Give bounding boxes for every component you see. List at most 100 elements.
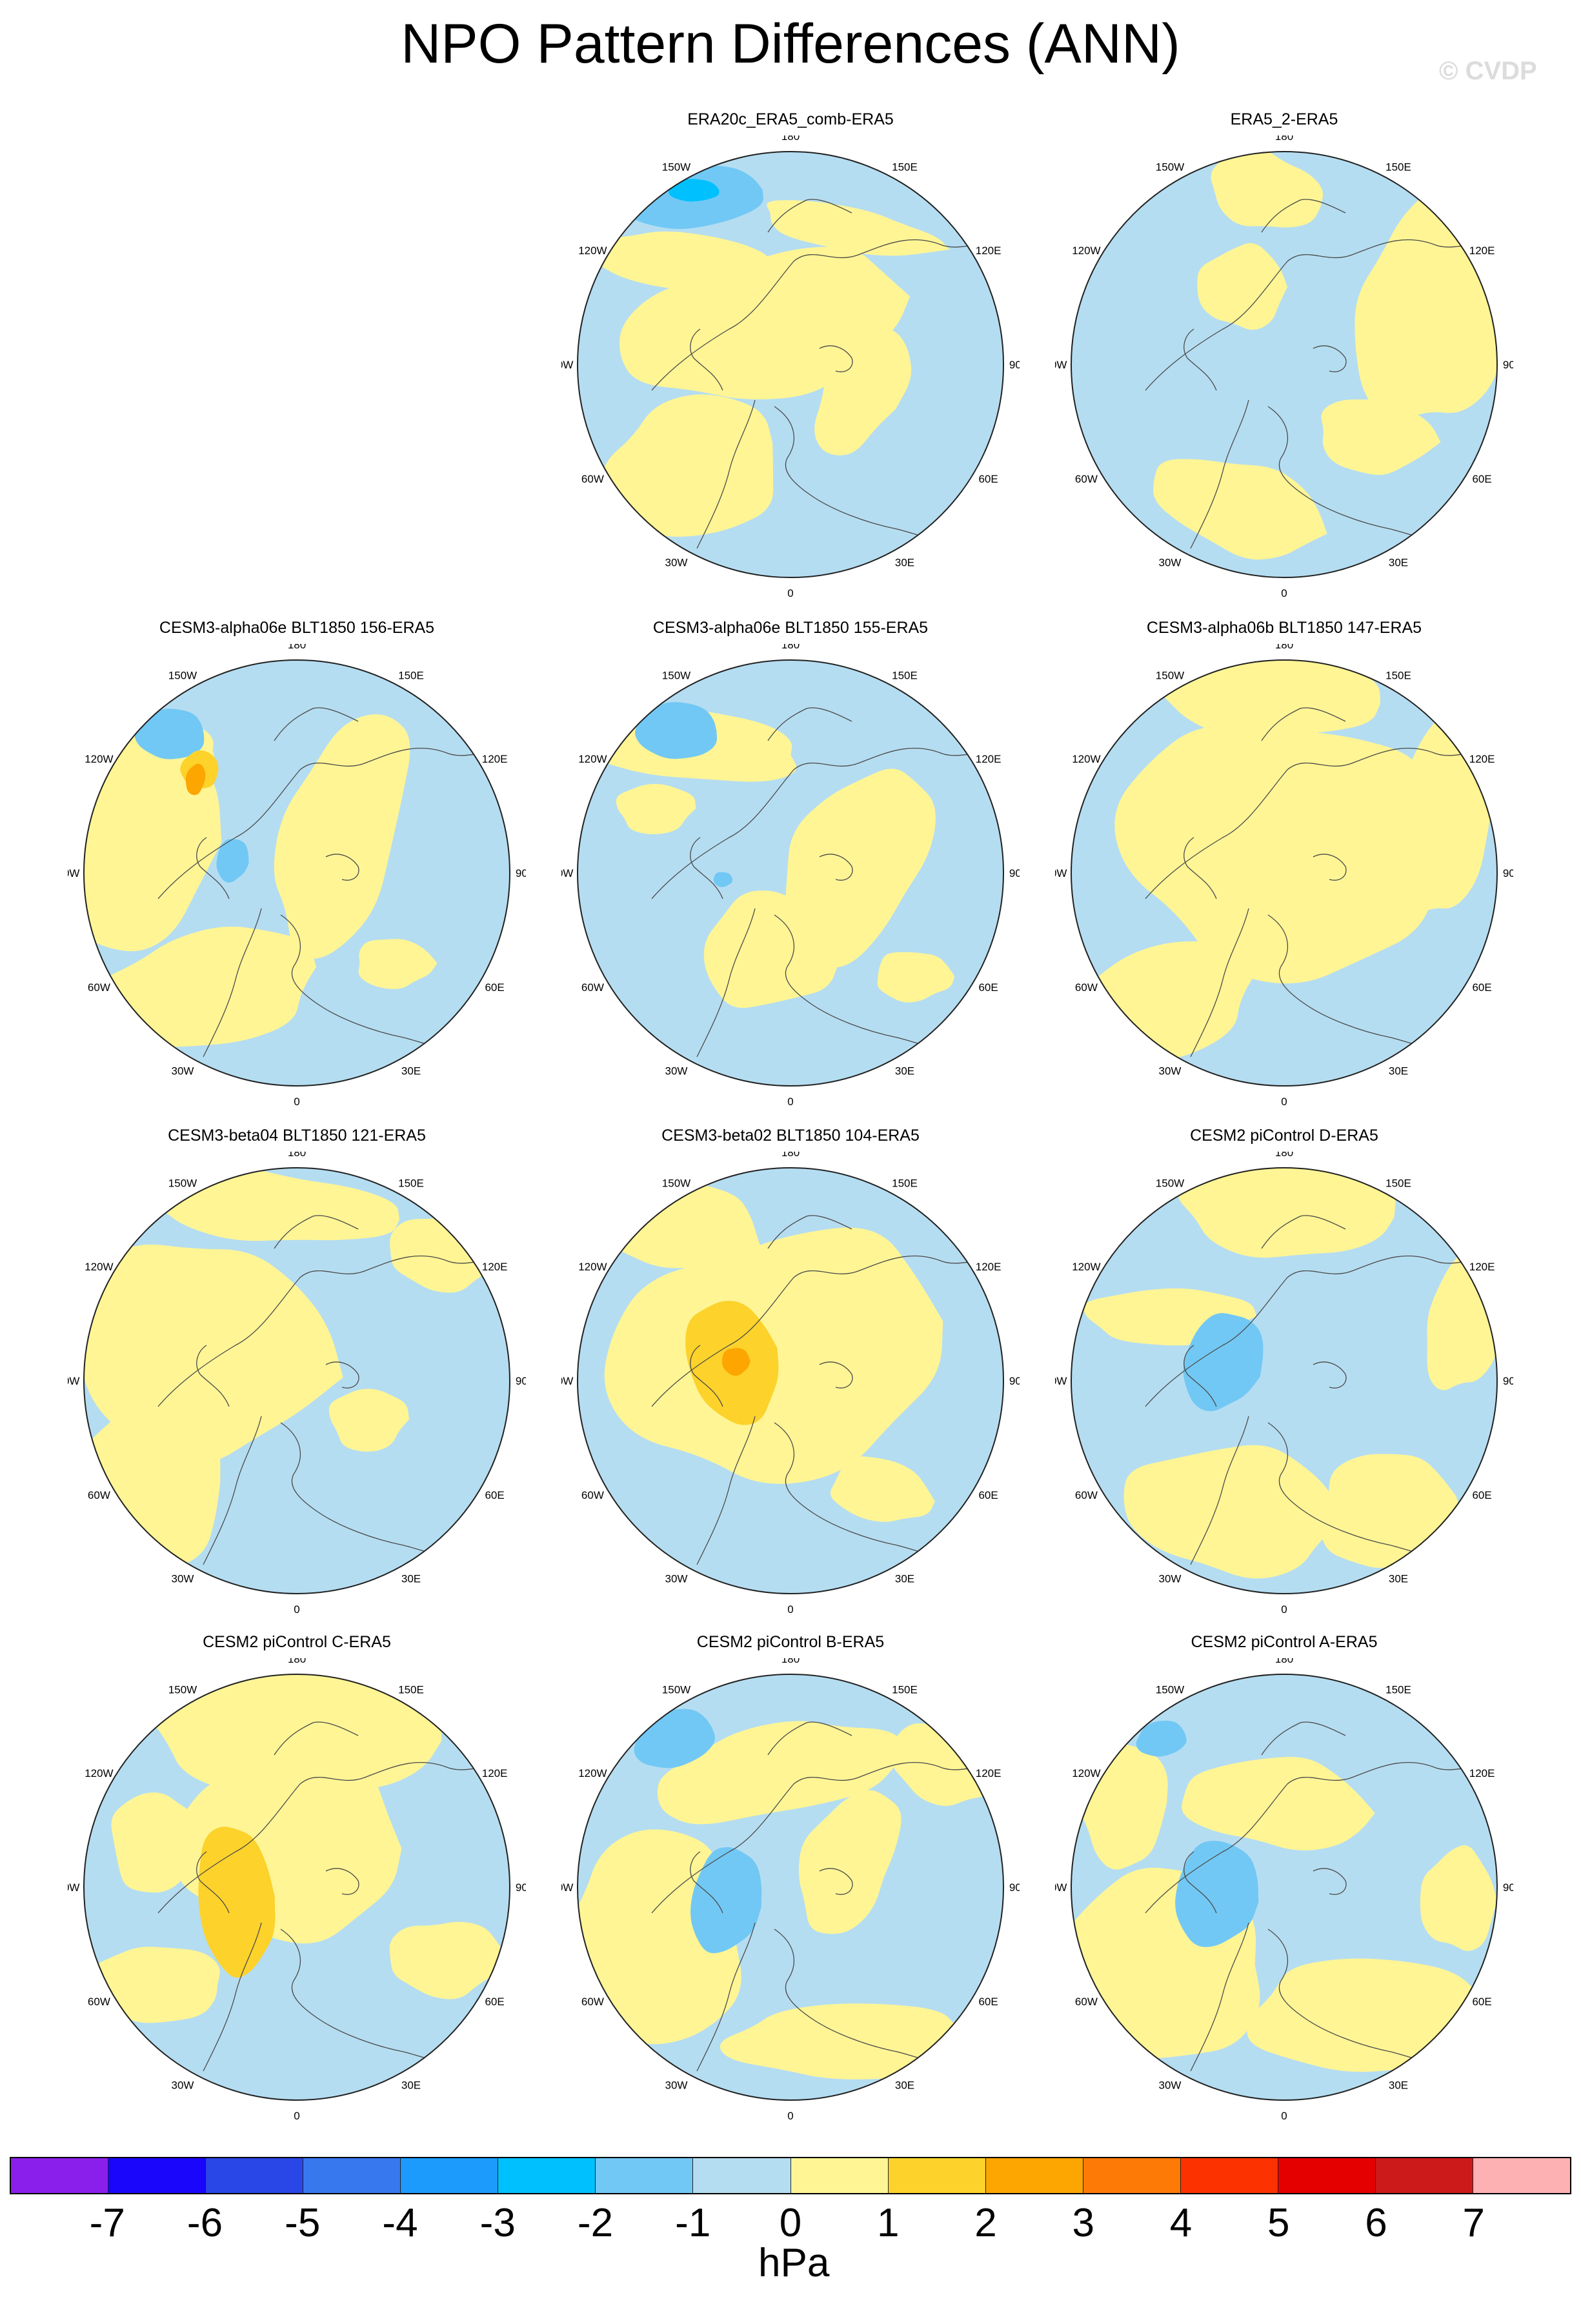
- positive-region: [877, 952, 955, 1003]
- longitude-label: 90E: [516, 1881, 526, 1894]
- map-panel: ERA20c_ERA5_comb-ERA5 180 150E 120E 90E 60E 30…: [561, 110, 1020, 599]
- longitude-label: 30W: [1159, 2079, 1182, 2092]
- panel-title: ERA5_2-ERA5: [1230, 110, 1338, 128]
- longitude-label: 150W: [168, 1177, 197, 1189]
- coastlines: [651, 1721, 1001, 2072]
- positive-region: [1153, 459, 1327, 560]
- positive-region: [600, 394, 774, 537]
- longitude-label: 90E: [516, 1375, 526, 1387]
- coastlines: [1145, 199, 1495, 549]
- map-panel: CESM2 piControl C-ERA5 180 150E 120E 90E 60E 3…: [68, 1632, 526, 2122]
- coastline: [696, 1416, 756, 1565]
- longitude-label: 150E: [398, 1683, 424, 1696]
- low-anomaly-center: [690, 1847, 762, 1954]
- colorbar-tick-label: 7: [1462, 2201, 1485, 2245]
- coastline: [767, 1215, 852, 1249]
- longitude-label: 60W: [1075, 1996, 1098, 2008]
- coastline: [1261, 199, 1346, 233]
- longitude-label: 120W: [1072, 753, 1100, 765]
- colorbar-boxes: [10, 2157, 1571, 2194]
- colorbar-tick-label: 2: [974, 2201, 997, 2245]
- coastline: [325, 1868, 359, 1895]
- longitude-label: 60E: [978, 981, 998, 994]
- longitude-label: 90E: [1009, 1881, 1020, 1894]
- polar-map: 180 150E 120E 90E 60E 30E 0 30W 60W 90W 120W 150W: [561, 135, 1020, 599]
- panel-title: CESM3-beta02 BLT1850 104-ERA5: [661, 1127, 920, 1145]
- panel-title: CESM2 piControl C-ERA5: [203, 1633, 391, 1651]
- coastline: [767, 707, 852, 741]
- coastline: [1190, 908, 1249, 1057]
- positive-region: [86, 927, 316, 1048]
- longitude-label: 150E: [398, 669, 424, 681]
- positive-region: [1197, 243, 1287, 330]
- coastline: [651, 1256, 1001, 1407]
- coastline: [274, 1215, 359, 1249]
- colorbar-tick-label: -7: [89, 2201, 125, 2245]
- longitude-label: 180: [781, 1152, 800, 1159]
- coastline: [1261, 707, 1346, 741]
- map-boundary: [577, 659, 1004, 1087]
- colorbar-box: [498, 2158, 596, 2193]
- longitude-label: 60E: [1472, 473, 1491, 485]
- longitude-label: 0: [787, 587, 793, 599]
- map-boundary: [83, 659, 510, 1087]
- longitude-label: 90E: [1503, 1375, 1513, 1387]
- panel-title: CESM2 piControl D-ERA5: [1190, 1127, 1378, 1145]
- map-boundary: [1071, 659, 1498, 1087]
- longitude-label: 90W: [1055, 359, 1067, 371]
- positive-region: [1114, 725, 1439, 984]
- longitude-label: 90E: [1503, 359, 1513, 371]
- longitude-label: 180: [1275, 1658, 1293, 1665]
- longitude-label: 180: [781, 644, 800, 651]
- map-panel: ERA5_2-ERA5 180 150E 120E 90E 60E 30E 0 30W 60W 90…: [1055, 110, 1513, 599]
- longitude-label: 150E: [1385, 161, 1411, 173]
- longitude-label: 90E: [1503, 1881, 1513, 1894]
- longitude-label: 30W: [665, 1065, 688, 1077]
- longitude-label: 120W: [578, 1261, 607, 1273]
- colorbar-tick-label: 6: [1365, 2201, 1387, 2245]
- longitude-label: 90E: [1009, 1375, 1020, 1387]
- coastline: [157, 748, 507, 899]
- coastline: [819, 854, 853, 881]
- polar-map: 180 150E 120E 90E 60E 30E 0 30W 60W 90W 120W 150W: [561, 644, 1020, 1108]
- colorbar-tick-label: -4: [382, 2201, 418, 2245]
- colorbar-box: [693, 2158, 791, 2193]
- longitude-label: 60E: [978, 1489, 998, 1501]
- longitude-label: 30E: [895, 557, 914, 569]
- coastline: [690, 1851, 723, 1914]
- map-panel: CESM3-alpha06e BLT1850 156-ERA5 180 150E 12…: [68, 618, 526, 1108]
- coastline: [696, 1922, 756, 2072]
- coastline: [651, 239, 1001, 391]
- longitude-label: 150W: [662, 161, 690, 173]
- colorbar-box: [1278, 2158, 1376, 2193]
- longitude-label: 120W: [1072, 1261, 1100, 1273]
- cvdp-watermark: © CVDP: [1439, 57, 1537, 85]
- positive-region: [358, 939, 438, 989]
- coastline: [767, 1721, 852, 1756]
- longitude-label: 120W: [85, 1261, 113, 1273]
- longitude-label: 150E: [398, 1177, 424, 1189]
- coastline: [196, 837, 230, 899]
- map-boundary: [577, 1674, 1004, 2101]
- map-boundary: [577, 1167, 1004, 1594]
- longitude-label: 60W: [1075, 473, 1098, 485]
- longitude-label: 0: [1281, 1603, 1287, 1616]
- longitude-label: 120E: [482, 753, 508, 765]
- longitude-label: 120E: [1469, 753, 1495, 765]
- coastline: [1183, 837, 1217, 899]
- longitude-label: 90E: [1503, 867, 1513, 879]
- longitude-label: 150E: [892, 1177, 918, 1189]
- longitude-label: 150E: [1385, 669, 1411, 681]
- coastline: [1183, 328, 1217, 391]
- colorbar-units: hPa: [758, 2241, 830, 2285]
- longitude-label: 30E: [1389, 2079, 1408, 2092]
- longitude-label: 150W: [1156, 161, 1184, 173]
- colorbar-tick-label: -1: [675, 2201, 711, 2245]
- longitude-label: 120W: [578, 1767, 607, 1779]
- coastline: [203, 1922, 262, 2072]
- colorbar-box: [596, 2158, 694, 2193]
- colorbar-box: [206, 2158, 304, 2193]
- longitude-label: 30W: [1159, 1065, 1182, 1077]
- colorbar-tick-label: -5: [285, 2201, 321, 2245]
- longitude-label: 60E: [485, 1489, 504, 1501]
